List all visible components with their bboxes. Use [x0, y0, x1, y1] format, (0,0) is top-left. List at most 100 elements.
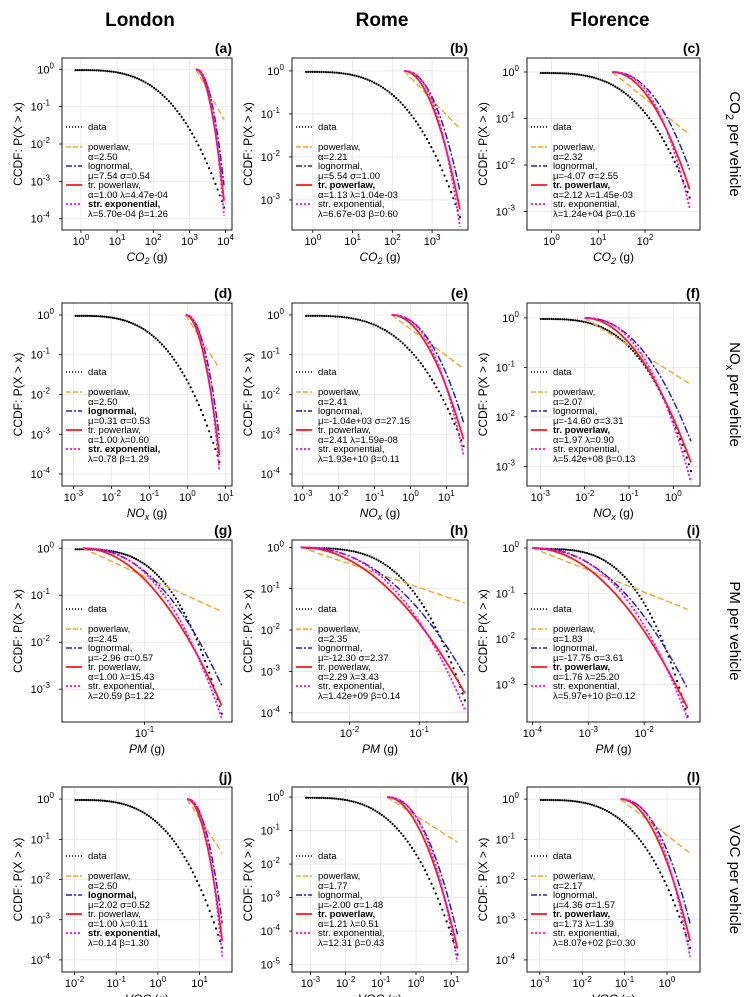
legend-label-powerlaw: powerlaw, [318, 142, 360, 153]
data-point [374, 809, 377, 812]
data-point [97, 315, 100, 318]
data-point [112, 800, 115, 804]
data-point [412, 117, 415, 120]
data-point [385, 330, 389, 333]
legend-label-trpowerlaw: tr. powerlaw, [88, 425, 141, 436]
data-point [548, 798, 551, 802]
data-point [425, 609, 428, 612]
data-point [429, 617, 432, 620]
data-point [658, 132, 662, 136]
data-point [93, 315, 96, 318]
data-point [684, 933, 687, 936]
x-tick-label: 10-2 [340, 725, 360, 740]
legend-params-strexp: λ=6.67e-03 β=0.60 [318, 209, 398, 220]
series-data [539, 547, 689, 718]
data-point [119, 71, 122, 75]
data-point [562, 548, 566, 551]
data-point [635, 102, 638, 105]
data-point [351, 73, 354, 77]
plot-frame [291, 539, 469, 723]
data-point [646, 114, 649, 117]
data-point [197, 404, 200, 407]
data-point [573, 73, 576, 76]
data-point [193, 394, 196, 398]
data-point [218, 461, 221, 464]
data-point [646, 608, 649, 611]
data-point [588, 803, 592, 806]
data-point [182, 118, 185, 122]
data-point [428, 877, 431, 881]
data-point [622, 821, 626, 824]
legend-params-lognormal: μ=-4.07 σ=2.55 [553, 171, 618, 182]
series-trpowerlaw [300, 546, 466, 694]
data-point [359, 802, 362, 805]
data-point [631, 98, 634, 101]
data-point [434, 626, 437, 629]
data-point [84, 314, 87, 317]
data-point [601, 807, 604, 810]
data-point [95, 315, 98, 318]
data-point [433, 382, 436, 385]
legend-label-trpowerlaw: tr. powerlaw, [318, 425, 371, 436]
legend-label-strexp: str. exponential, [88, 928, 160, 939]
legend-params-powerlaw: α=2.21 [318, 152, 348, 163]
data-point [141, 811, 144, 814]
legend-params-trpowerlaw: α=1.21 λ=0.51 [318, 919, 379, 930]
data-point [558, 548, 561, 551]
legend-label-powerlaw: powerlaw, [88, 871, 130, 882]
data-point [78, 314, 81, 317]
legend-label-data: data [88, 367, 107, 378]
data-point [186, 125, 189, 128]
data-point [627, 345, 630, 348]
data-point [357, 551, 360, 554]
data-point [191, 132, 194, 135]
legend-params-lognormal: μ=-2.00 σ=1.48 [318, 900, 383, 911]
data-point [439, 164, 442, 167]
y-axis-label-text: CCDF: P(X > x) [476, 353, 490, 437]
data-point [577, 550, 580, 553]
data-point [80, 548, 83, 551]
data-point [155, 573, 159, 576]
data-point [125, 73, 128, 76]
data-point [571, 800, 574, 803]
data-point [408, 348, 411, 351]
x-tick-label: 101 [109, 233, 126, 248]
data-point [612, 333, 615, 336]
data-point [162, 345, 166, 348]
data-point [356, 801, 360, 805]
data-point [181, 852, 184, 855]
data-point [604, 560, 607, 563]
data-point [337, 71, 341, 75]
legend-label-data: data [88, 122, 107, 133]
data-point [347, 316, 350, 319]
data-point [82, 798, 86, 802]
data-point [123, 72, 126, 76]
data-point [341, 315, 344, 319]
data-point [205, 162, 209, 165]
data-point [145, 564, 148, 567]
data-point [368, 79, 371, 82]
data-point [589, 322, 592, 325]
legend-label-powerlaw: powerlaw, [553, 387, 595, 398]
data-point [558, 799, 562, 802]
data-point [447, 655, 450, 658]
data-point [625, 578, 628, 581]
data-point [179, 849, 182, 852]
y-tick-label: 10-1 [496, 831, 516, 846]
legend-params-trpowerlaw: α=1.76 λ=25.20 [553, 672, 619, 683]
data-point [323, 314, 326, 318]
y-axis-label: CCDF: P(X > x) [241, 589, 255, 673]
data-point [420, 602, 423, 605]
data-point [637, 837, 641, 840]
data-point [447, 926, 450, 929]
data-point [636, 591, 639, 594]
data-point [91, 69, 94, 72]
data-point [348, 549, 351, 552]
x-axis-label: PM (g) [596, 742, 632, 756]
data-point [598, 556, 601, 560]
series-strexp [532, 547, 689, 719]
data-point [620, 89, 623, 92]
legend-params-strexp: λ=1.93e+10 β=0.11 [318, 454, 400, 465]
x-tick-label: 101 [191, 975, 208, 990]
